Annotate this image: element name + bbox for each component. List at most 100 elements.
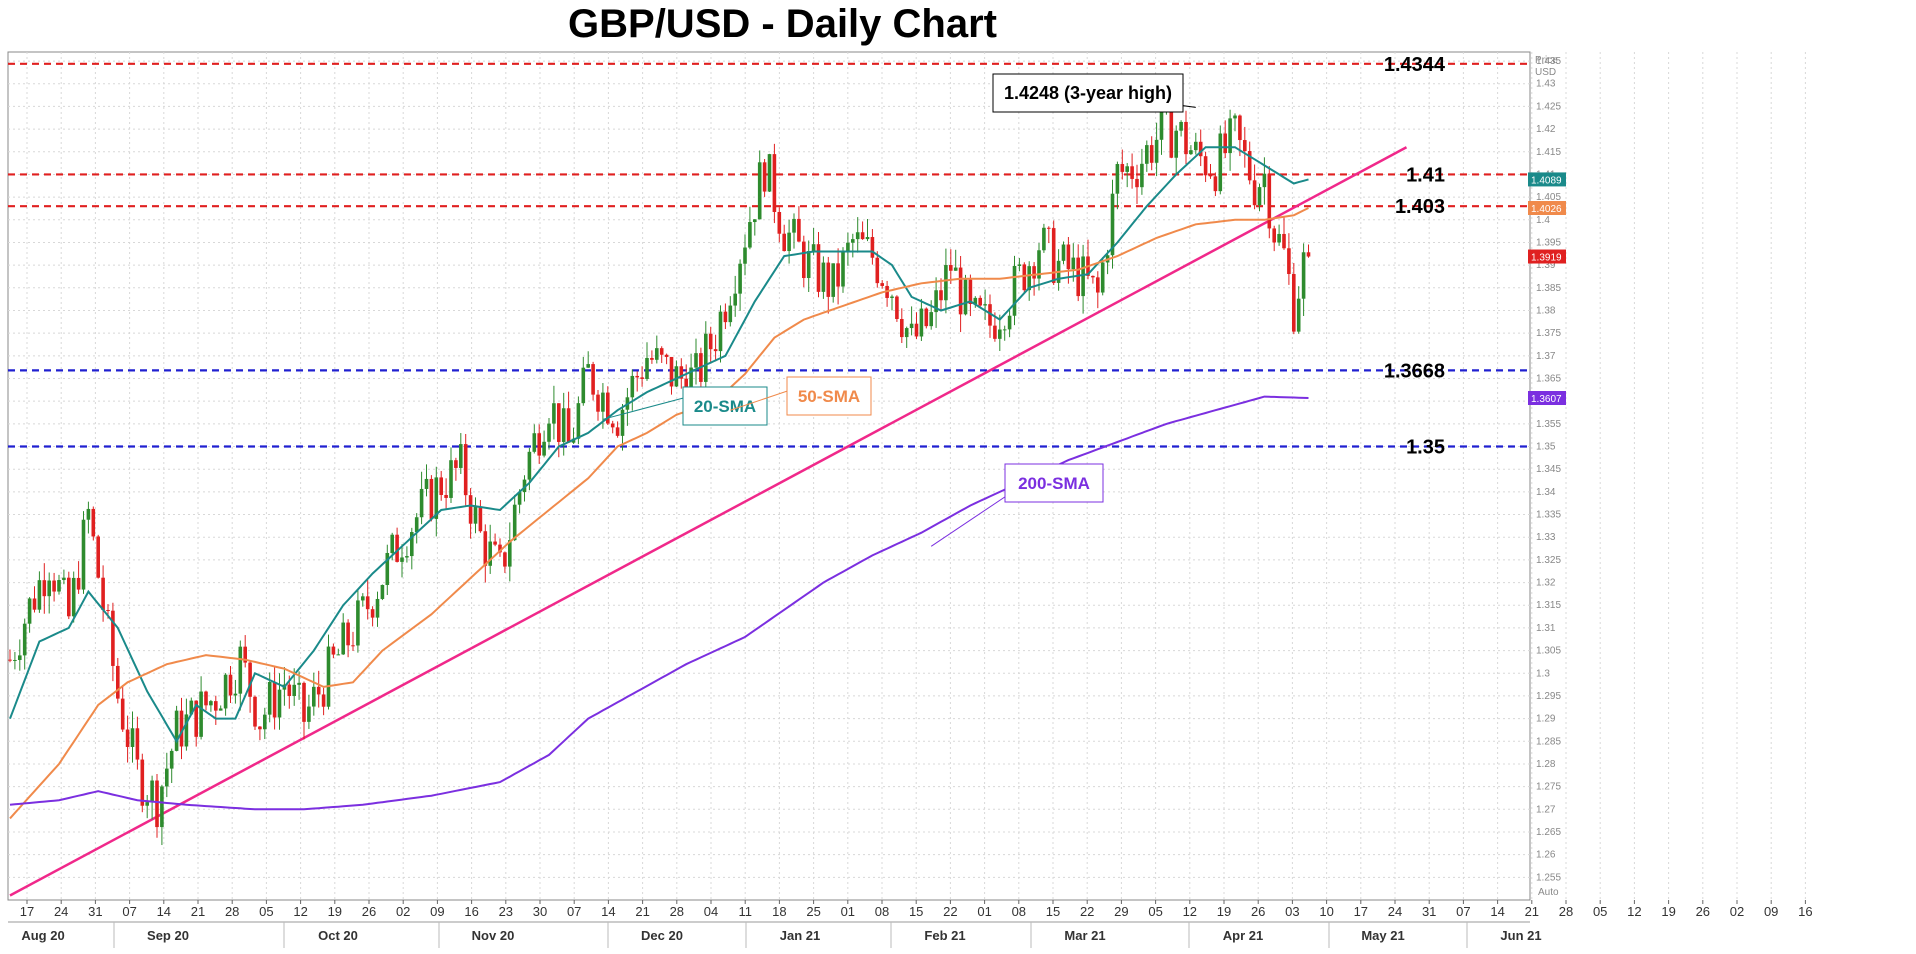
- month-label: Mar 21: [1064, 928, 1105, 943]
- candle-body: [704, 333, 708, 382]
- candle-body: [552, 403, 556, 424]
- candle-body: [18, 655, 22, 660]
- candle-body: [96, 536, 100, 578]
- candle-body: [71, 577, 76, 617]
- candle-body: [1032, 266, 1036, 279]
- candle-body: [963, 279, 968, 315]
- candle-body: [841, 250, 845, 287]
- candle-body: [1203, 156, 1208, 176]
- x-tick-label: 18: [772, 904, 786, 919]
- candle-body: [419, 488, 424, 518]
- candle-body: [302, 682, 306, 722]
- candle-body: [576, 403, 581, 439]
- candle-body: [1252, 180, 1257, 206]
- candle-body: [1223, 133, 1227, 154]
- x-tick-label: 04: [704, 904, 718, 919]
- candle-body: [1007, 315, 1012, 330]
- candle-body: [708, 333, 713, 350]
- price-tag: [1528, 200, 1566, 215]
- candle-body: [811, 244, 816, 252]
- x-tick-label: 12: [1627, 904, 1641, 919]
- candle-body: [414, 517, 419, 533]
- x-tick-label: 11: [738, 904, 752, 919]
- candle-body: [336, 654, 341, 656]
- candle-body: [316, 686, 321, 695]
- x-tick-label: 03: [1285, 904, 1299, 919]
- x-tick-label: 12: [293, 904, 307, 919]
- x-tick-label: 28: [1559, 904, 1573, 919]
- candle-body: [287, 684, 292, 696]
- candle-body: [400, 557, 404, 562]
- candle-body: [610, 423, 615, 428]
- candle-body: [1145, 145, 1149, 164]
- candle-body: [1027, 266, 1031, 291]
- candle-body: [111, 610, 115, 666]
- candle-body: [1292, 274, 1296, 332]
- candle-body: [816, 244, 821, 292]
- candle-body: [802, 241, 806, 279]
- candle-body: [1140, 163, 1144, 188]
- candle-body: [998, 329, 1002, 339]
- candle-body: [1277, 233, 1281, 243]
- annotation-label: 200-SMA: [1018, 474, 1090, 493]
- candle-body: [410, 532, 414, 557]
- candle-body: [493, 541, 497, 545]
- candle-body: [120, 698, 125, 730]
- level-label: 1.35: [1406, 437, 1445, 459]
- candle-body: [361, 596, 365, 601]
- candle-body: [199, 691, 203, 737]
- candle-body: [640, 377, 644, 379]
- x-tick-label: 07: [122, 904, 136, 919]
- x-tick-label: 01: [977, 904, 991, 919]
- candle-body: [434, 477, 439, 519]
- candle-body: [630, 375, 635, 398]
- auto-scale-button[interactable]: Auto: [1538, 887, 1559, 898]
- x-tick-label: 09: [1764, 904, 1778, 919]
- x-tick-label: 31: [1422, 904, 1436, 919]
- x-tick-label: 12: [1183, 904, 1197, 919]
- x-tick-label: 21: [191, 904, 205, 919]
- candle-body: [968, 279, 973, 304]
- candle-body: [601, 392, 605, 412]
- candle-body: [806, 251, 811, 279]
- candle-body: [341, 622, 345, 655]
- candle-body: [1091, 275, 1095, 278]
- candle-body: [1051, 228, 1056, 283]
- candle-body: [586, 364, 590, 368]
- candle-body: [267, 682, 272, 715]
- candle-body: [596, 394, 600, 412]
- candle-body: [1282, 233, 1286, 249]
- chart-title: GBP/USD - Daily Chart: [568, 2, 997, 46]
- candle-body: [326, 646, 331, 707]
- x-tick-label: 26: [1251, 904, 1265, 919]
- candle-body: [1208, 175, 1213, 177]
- trendline: [9, 146, 1408, 897]
- candle-body: [243, 646, 247, 663]
- candle-body: [277, 689, 282, 718]
- candle-body: [52, 580, 56, 592]
- candle-body: [851, 239, 855, 243]
- y-tick-label: 1.31: [1536, 623, 1556, 634]
- y-tick-label: 1.35: [1536, 442, 1556, 453]
- x-tick-label: 09: [430, 904, 444, 919]
- candle-body: [1022, 264, 1027, 291]
- y-tick-label: 1.375: [1536, 328, 1561, 339]
- y-tick-label: 1.32: [1536, 578, 1556, 589]
- y-tick-label: 1.355: [1536, 419, 1561, 430]
- candle-body: [395, 534, 399, 562]
- x-tick-label: 22: [943, 904, 957, 919]
- price-axis: 1.255 1.26 1.265 1.27 1.275 1.28 1.285 1.29 1.29…: [1528, 56, 1566, 883]
- candle-body: [958, 267, 963, 315]
- candle-body: [694, 353, 698, 368]
- candle-body: [508, 540, 512, 567]
- candle-body: [214, 701, 218, 711]
- candle-body: [846, 242, 850, 251]
- candle-body: [179, 710, 184, 747]
- candle-body: [1100, 262, 1105, 293]
- month-label: May 21: [1361, 928, 1404, 943]
- candle-body: [248, 662, 252, 697]
- candle-body: [1198, 141, 1203, 157]
- candle-body: [1017, 264, 1022, 266]
- x-tick-label: 19: [328, 904, 342, 919]
- candle-body: [370, 609, 375, 618]
